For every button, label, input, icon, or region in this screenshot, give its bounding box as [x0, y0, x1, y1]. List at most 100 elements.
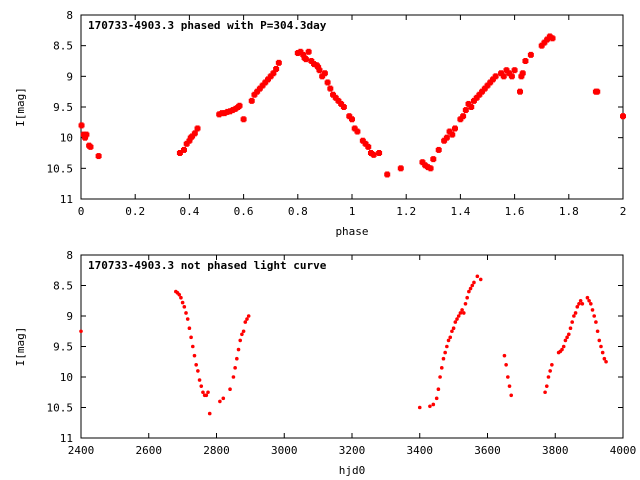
y-tick-label: 9 [66, 70, 73, 83]
data-point [431, 402, 436, 407]
data-point-core [298, 48, 303, 55]
data-point [187, 326, 192, 331]
x-tick-label: 0.8 [288, 205, 308, 218]
data-point-core [463, 107, 468, 114]
data-point [572, 314, 576, 318]
data-point-core [192, 130, 197, 137]
y-tick-label: 9 [66, 310, 73, 323]
data-point-core [237, 102, 242, 109]
data-point [456, 314, 461, 318]
data-point [561, 344, 566, 349]
data-point-core [331, 91, 336, 98]
data-point-core [520, 70, 525, 77]
data-point-core [328, 85, 333, 92]
data-point-core [420, 159, 425, 166]
y-tick-label: 8.5 [53, 280, 73, 293]
data-point [570, 320, 574, 324]
data-point [590, 308, 595, 312]
data-point-core [482, 85, 487, 92]
data-point [179, 295, 183, 300]
data-point-core [257, 85, 262, 92]
data-point [436, 387, 441, 392]
data-point [439, 366, 444, 370]
data-point-core [271, 70, 276, 77]
x-tick-label: 3000 [271, 444, 298, 457]
data-point-core [79, 122, 84, 129]
data-point-core [301, 51, 306, 58]
data-point-core [339, 100, 344, 107]
x-tick-label: 1 [349, 205, 356, 218]
x-tick-label: 1.6 [505, 205, 525, 218]
data-point [177, 292, 182, 297]
data-point [207, 411, 212, 416]
data-point [231, 375, 236, 379]
data-point-core [528, 51, 533, 58]
data-point [445, 344, 449, 349]
data-point-core [461, 113, 466, 120]
data-point-core [366, 143, 371, 150]
data-point-core [469, 104, 474, 110]
data-point [192, 353, 197, 358]
y-tick-label: 10 [60, 132, 73, 145]
x-tick-label: 3800 [542, 444, 569, 457]
x-tick-label: 1.8 [559, 205, 579, 218]
data-point-core [539, 42, 544, 49]
data-point [472, 280, 476, 285]
data-point [595, 329, 600, 334]
data-point [206, 390, 210, 395]
x-tick-label: 3400 [407, 444, 434, 457]
data-point-core [268, 73, 273, 80]
x-axis-label: hjd0 [339, 464, 366, 477]
data-point-core [444, 134, 449, 141]
data-point [578, 298, 583, 303]
data-point [453, 320, 458, 324]
data-point-core [436, 146, 441, 153]
data-point-core [507, 70, 512, 77]
data-point-core [333, 94, 338, 101]
data-point-core [184, 140, 189, 147]
data-point-core [458, 116, 463, 123]
data-point [546, 375, 551, 379]
data-point [509, 393, 514, 398]
data-point-core [377, 150, 382, 156]
data-point [470, 283, 475, 288]
data-point [199, 384, 204, 388]
data-point-core [306, 48, 311, 55]
data-point [243, 320, 248, 324]
data-point-core [88, 143, 93, 150]
data-point-core [241, 116, 246, 123]
data-point [597, 338, 602, 343]
data-point [194, 363, 198, 367]
data-point-core [190, 133, 195, 140]
data-point [218, 399, 222, 404]
data-point [506, 375, 510, 379]
data-point-core [263, 79, 268, 86]
data-point-core [447, 128, 452, 135]
data-point [587, 298, 591, 303]
x-tick-label: 3200 [339, 444, 366, 457]
data-point-core [371, 151, 376, 158]
data-point-core [325, 79, 330, 86]
data-point [478, 277, 483, 282]
data-point [451, 326, 456, 331]
data-point-core [523, 58, 528, 64]
y-axis-label: I[mag] [14, 87, 27, 127]
data-point [204, 393, 209, 398]
x-tick-label: 1.2 [396, 205, 416, 218]
data-point [604, 359, 608, 364]
data-point-core [347, 113, 352, 120]
chart-title: 170733-4903.3 phased with P=304.3day [88, 19, 327, 32]
data-point [443, 350, 447, 355]
data-point-core [96, 153, 101, 160]
data-point-core [84, 131, 89, 138]
data-point [560, 347, 564, 352]
x-tick-label: 2600 [136, 444, 163, 457]
data-point [502, 353, 507, 358]
x-tick-label: 2 [620, 205, 627, 218]
data-point [197, 378, 202, 382]
data-point [455, 317, 459, 321]
data-point [550, 363, 554, 367]
data-point-core [83, 134, 88, 141]
x-tick-label: 1.4 [450, 205, 470, 218]
